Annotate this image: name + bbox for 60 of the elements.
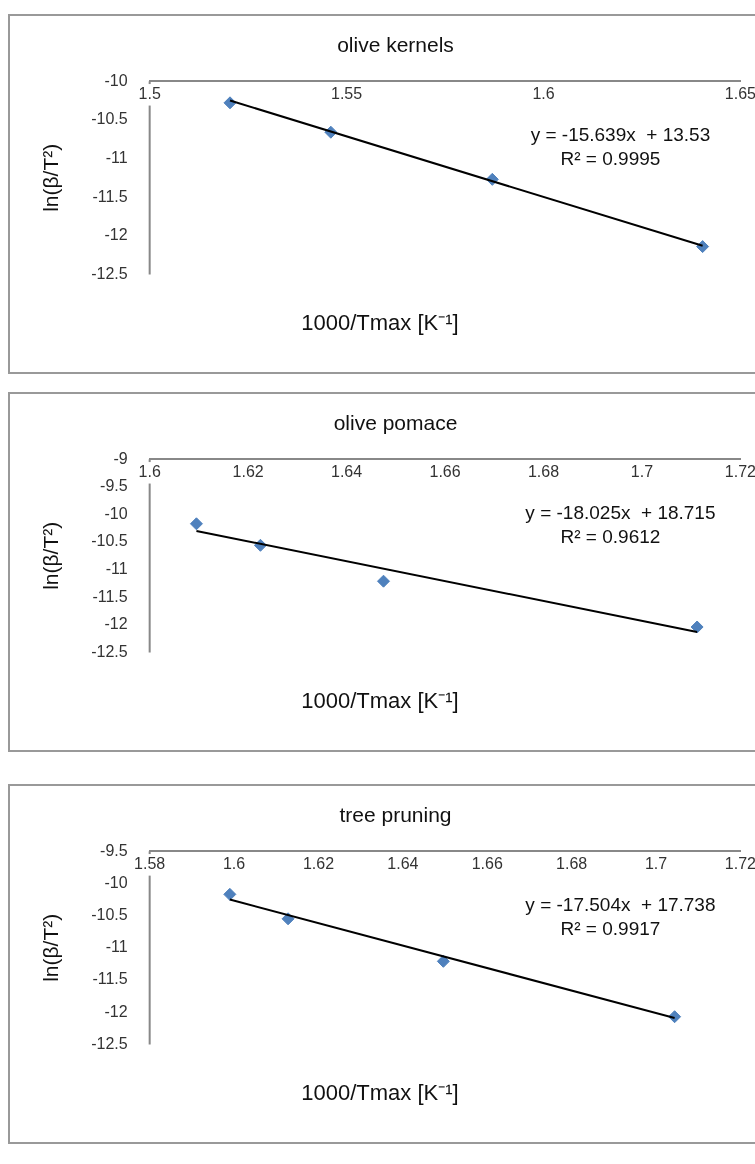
point xyxy=(690,620,704,634)
x-axis-title: 1000/Tmax [K⁻¹] xyxy=(300,1079,460,1106)
y-tick-label: -11.5 xyxy=(92,187,128,205)
x-tick-label: 1.64 xyxy=(387,855,419,873)
y-tick-label: -11 xyxy=(105,560,128,578)
y-tick-label: -12.5 xyxy=(91,642,128,660)
annotation: y = -18.025x + 18.715 xyxy=(525,502,716,524)
x-tick-label: 1.62 xyxy=(302,855,335,873)
y-tick-label: -12 xyxy=(104,1002,128,1020)
x-tick-label: 1.6 xyxy=(138,463,161,481)
y-axis-title: ln(β/T²) xyxy=(39,521,63,590)
y-axis-title: ln(β/T²) xyxy=(39,913,63,982)
point xyxy=(436,954,450,968)
chart-title: olive kernels xyxy=(337,33,454,57)
x-tick-label: 1.72 xyxy=(724,463,755,481)
y-tick-label: -11.5 xyxy=(92,587,128,605)
y-tick-label: -12 xyxy=(104,226,128,244)
x-tick-label: 1.7 xyxy=(630,463,654,481)
y-tick-label: -12.5 xyxy=(91,264,128,282)
annotation: R² = 0.9612 xyxy=(560,526,661,548)
annotation: y = -15.639x + 13.53 xyxy=(530,124,711,146)
x-tick-label: 1.62 xyxy=(232,463,264,481)
x-tick-label: 1.64 xyxy=(331,463,363,481)
x-tick-label: 1.58 xyxy=(134,855,166,873)
x-tick-label: 1.7 xyxy=(644,855,668,873)
x-tick-label: 1.55 xyxy=(331,85,363,103)
x-axis-title: 1000/Tmax [K⁻¹] xyxy=(300,687,460,714)
point xyxy=(223,887,237,901)
x-tick-label: 1.66 xyxy=(471,855,503,873)
y-tick-label: -9.5 xyxy=(100,841,128,859)
y-tick-label: -10 xyxy=(104,873,128,891)
y-tick-label: -10.5 xyxy=(91,532,128,550)
y-tick-label: -10 xyxy=(104,71,128,89)
annotation: R² = 0.9917 xyxy=(560,918,661,940)
x-axis-title: 1000/Tmax [K⁻¹] xyxy=(300,309,460,336)
y-tick-label: -10.5 xyxy=(91,906,128,924)
y-tick-label: -11 xyxy=(105,148,128,166)
y-tick-label: -12 xyxy=(104,615,128,633)
x-tick-label: 1.6 xyxy=(222,855,246,873)
y-tick-label: -9 xyxy=(113,449,128,467)
y-axis-title: ln(β/T²) xyxy=(39,143,63,212)
x-tick-label: 1.65 xyxy=(724,85,755,103)
x-tick-label: 1.68 xyxy=(556,855,588,873)
y-tick-label: -12.5 xyxy=(91,1034,128,1052)
x-tick-label: 1.68 xyxy=(527,463,560,481)
x-tick-label: 1.6 xyxy=(532,85,555,103)
x-tick-label: 1.66 xyxy=(429,463,461,481)
point xyxy=(189,517,203,531)
point xyxy=(377,574,391,588)
y-tick-label: -10 xyxy=(104,504,128,522)
chart-title: olive pomace xyxy=(333,411,458,435)
y-tick-label: -9.5 xyxy=(100,477,128,495)
annotation: y = -17.504x + 17.738 xyxy=(525,894,716,916)
annotation: R² = 0.9995 xyxy=(560,148,661,170)
y-tick-label: -10.5 xyxy=(91,110,128,128)
y-tick-label: -11 xyxy=(105,938,128,956)
chart-title: tree pruning xyxy=(339,803,452,827)
x-tick-label: 1.72 xyxy=(724,855,755,873)
y-tick-label: -11.5 xyxy=(92,970,128,988)
x-tick-label: 1.5 xyxy=(138,85,161,103)
